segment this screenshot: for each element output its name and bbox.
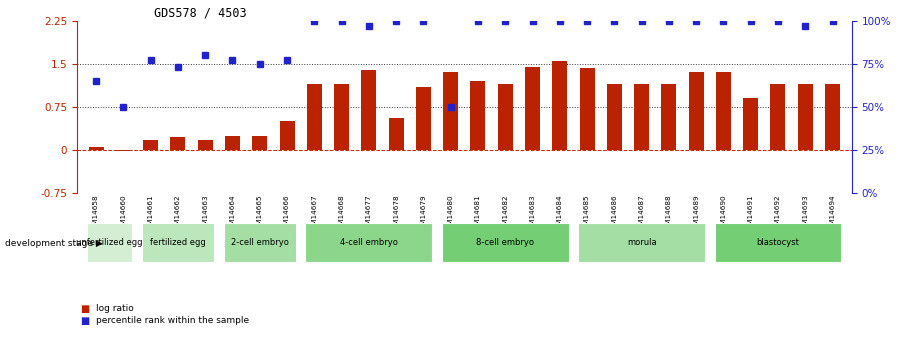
Bar: [224, 223, 296, 262]
Bar: [715, 223, 842, 262]
Bar: [443, 72, 458, 150]
Text: blastocyst: blastocyst: [757, 238, 799, 247]
Bar: [280, 121, 294, 150]
Text: development stage ▶: development stage ▶: [5, 239, 102, 248]
Text: fertilized egg: fertilized egg: [150, 238, 206, 247]
Bar: [225, 136, 240, 150]
Bar: [716, 72, 731, 150]
Bar: [634, 84, 649, 150]
Bar: [798, 84, 813, 150]
Bar: [305, 223, 432, 262]
Bar: [661, 84, 677, 150]
Text: percentile rank within the sample: percentile rank within the sample: [96, 316, 249, 325]
Bar: [170, 137, 186, 150]
Bar: [143, 140, 159, 150]
Bar: [252, 136, 267, 150]
Text: 2-cell embryo: 2-cell embryo: [231, 238, 289, 247]
Bar: [525, 67, 540, 150]
Bar: [553, 61, 567, 150]
Bar: [578, 223, 705, 262]
Text: morula: morula: [627, 238, 657, 247]
Bar: [689, 72, 704, 150]
Text: GDS578 / 4503: GDS578 / 4503: [154, 7, 247, 20]
Bar: [470, 81, 486, 150]
Bar: [770, 84, 786, 150]
Bar: [361, 70, 376, 150]
Bar: [580, 68, 594, 150]
Bar: [825, 84, 840, 150]
Bar: [87, 223, 132, 262]
Bar: [307, 84, 322, 150]
Bar: [442, 223, 569, 262]
Text: 4-cell embryo: 4-cell embryo: [340, 238, 398, 247]
Text: ■: ■: [80, 304, 89, 314]
Bar: [389, 118, 404, 150]
Bar: [416, 87, 431, 150]
Text: log ratio: log ratio: [96, 304, 134, 313]
Text: 8-cell embryo: 8-cell embryo: [477, 238, 535, 247]
Bar: [497, 84, 513, 150]
Bar: [142, 223, 214, 262]
Bar: [198, 140, 213, 150]
Text: ■: ■: [80, 316, 89, 326]
Bar: [607, 84, 622, 150]
Bar: [743, 98, 758, 150]
Bar: [334, 84, 349, 150]
Bar: [89, 147, 103, 150]
Text: unfertilized egg: unfertilized egg: [76, 238, 143, 247]
Bar: [116, 150, 130, 151]
